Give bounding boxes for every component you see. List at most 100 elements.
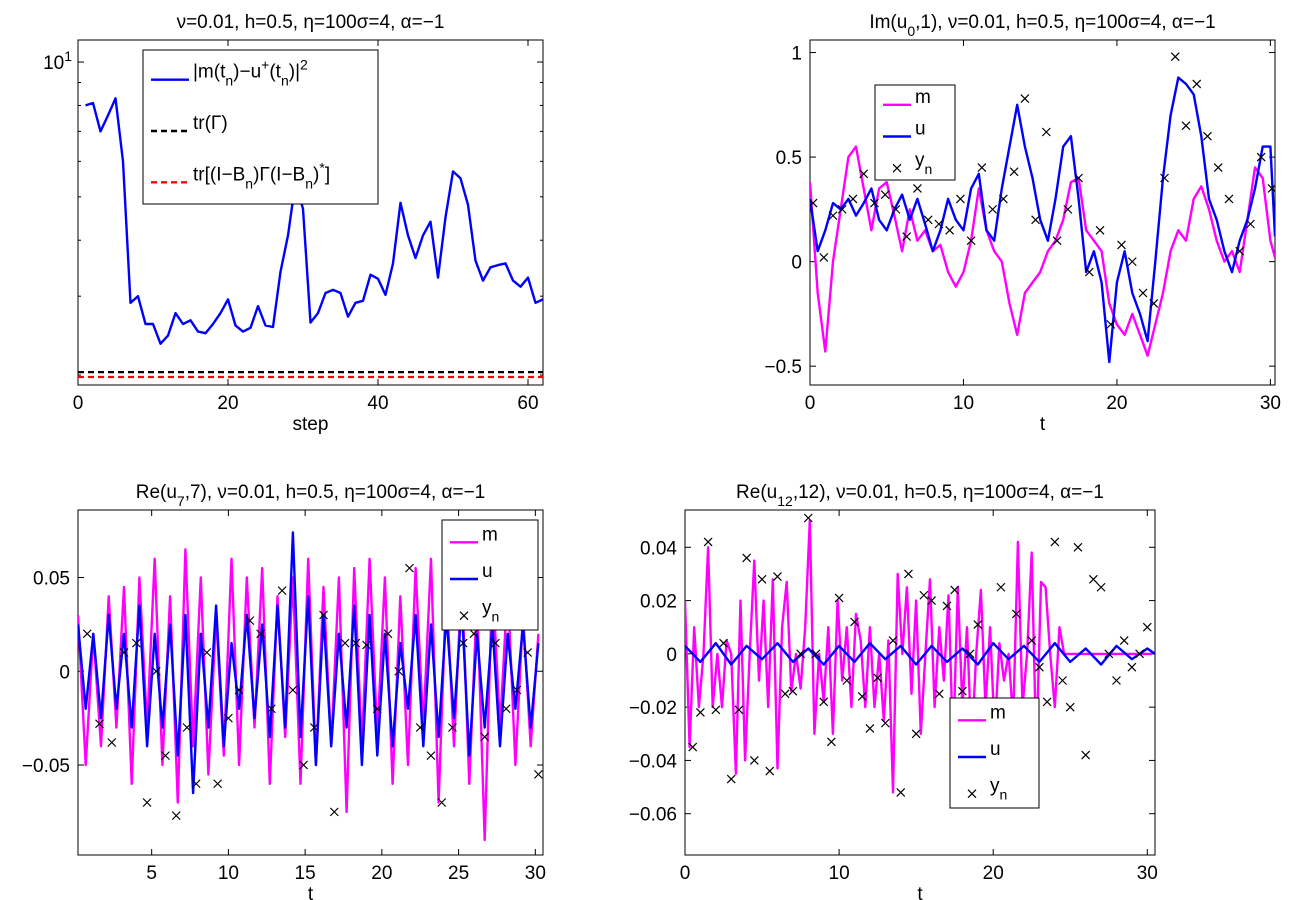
data-point — [695, 708, 705, 717]
legend: |m(tn)−u+(tn)|2 tr(Γ) tr[(I−Bn)Γ(I−Bn)*] — [142, 49, 379, 205]
series-m-line — [685, 519, 1152, 794]
data-point — [826, 737, 836, 747]
data-point — [719, 638, 728, 648]
y-tick-label: 0 — [791, 253, 802, 274]
data-point — [757, 574, 767, 584]
data-point — [107, 738, 117, 747]
x-tick-label: 10 — [829, 863, 850, 884]
y-tick-label: −0.04 — [629, 751, 678, 772]
data-point — [266, 704, 276, 714]
legend-label: yn — [990, 776, 1007, 803]
data-point — [1256, 152, 1266, 162]
data-point — [383, 629, 393, 639]
data-point — [299, 760, 309, 770]
data-point — [919, 590, 929, 600]
data-point — [927, 596, 936, 606]
series-m-line — [810, 145, 1275, 357]
data-point — [834, 593, 844, 603]
data-point — [904, 569, 913, 579]
data-point — [934, 219, 944, 229]
data-point — [896, 787, 906, 797]
data-point — [1224, 194, 1234, 204]
data-point — [131, 638, 141, 648]
x-tick-label: 0 — [73, 393, 84, 414]
data-point — [1213, 163, 1223, 172]
data-point — [765, 766, 775, 776]
data-point — [955, 194, 965, 204]
chart-p2: Im(u0,1), ν=0.01, h=0.5, η=100σ=4, α=−1 0… — [764, 12, 1280, 435]
x-tick-label: 25 — [448, 863, 469, 884]
data-point — [437, 798, 447, 807]
data-point — [501, 704, 511, 714]
y-tick-label: 101 — [43, 48, 72, 74]
data-point — [245, 616, 255, 626]
data-point — [372, 704, 382, 714]
data-point — [911, 729, 921, 739]
data-point — [711, 705, 721, 715]
data-point — [891, 204, 901, 214]
data-point — [1117, 240, 1126, 250]
data-point — [1011, 609, 1021, 619]
data-point — [1106, 319, 1116, 329]
data-point — [1035, 662, 1044, 672]
data-point — [819, 253, 829, 262]
data-point — [857, 692, 867, 701]
data-point — [870, 198, 879, 208]
data-point — [171, 811, 181, 821]
data-point — [182, 723, 192, 732]
data-point — [1041, 127, 1051, 137]
x-tick-label: 30 — [525, 863, 546, 884]
legend-label: m — [915, 87, 931, 108]
data-point — [902, 232, 912, 241]
y-tick-label: 1 — [791, 44, 802, 65]
y-tick-label: 0 — [666, 645, 677, 666]
x-tick-label: 40 — [367, 393, 388, 414]
data-point — [1235, 246, 1245, 256]
x-axis-label: step — [293, 414, 329, 435]
data-point — [810, 198, 818, 208]
data-point — [1104, 649, 1114, 659]
data-point — [966, 236, 976, 246]
data-point — [842, 676, 852, 685]
data-point — [1065, 702, 1075, 712]
data-point — [965, 649, 975, 659]
chart-p1: ν=0.01, h=0.5, η=100σ=4, α=−1 0 20 40 60 101 s… — [43, 12, 544, 435]
data-point — [848, 194, 858, 204]
x-tick-label: 60 — [517, 393, 538, 414]
data-point — [988, 204, 998, 214]
data-point — [950, 585, 960, 595]
data-point — [1095, 225, 1105, 235]
legend-label: |m(tn)−u+(tn)|2 — [193, 57, 308, 89]
series-y-markers — [810, 52, 1275, 329]
legend-label: yn — [482, 598, 499, 625]
legend: mu yn — [874, 84, 956, 181]
data-point — [803, 513, 813, 523]
legend-box — [441, 519, 539, 631]
data-point — [351, 638, 361, 648]
data-point — [796, 649, 805, 659]
legend: mu yn — [441, 519, 539, 631]
data-point — [1031, 215, 1041, 225]
data-point — [426, 751, 436, 761]
x-tick-label: 5 — [146, 863, 157, 884]
data-point — [95, 719, 104, 729]
data-point — [865, 724, 875, 733]
data-point — [1192, 79, 1202, 89]
data-point — [828, 211, 838, 221]
data-point — [1063, 204, 1073, 214]
data-point — [82, 629, 92, 639]
data-point — [859, 169, 869, 179]
data-point — [1112, 676, 1121, 685]
legend-label: tr(Γ) — [193, 113, 228, 134]
data-point — [780, 689, 790, 699]
x-tick-label: 15 — [295, 863, 316, 884]
data-point — [480, 732, 490, 742]
x-tick-label: 10 — [953, 393, 974, 414]
data-point — [256, 629, 266, 639]
data-point — [142, 798, 152, 807]
legend-box — [874, 84, 956, 181]
data-point — [448, 723, 457, 732]
data-point — [1149, 299, 1159, 308]
data-point — [1170, 52, 1180, 62]
